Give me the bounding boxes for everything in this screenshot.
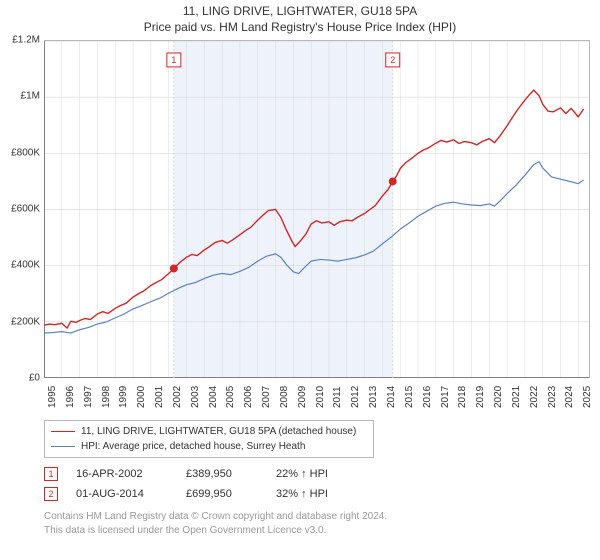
footer-line2: This data is licensed under the Open Gov… bbox=[44, 524, 600, 538]
x-tick-label: 2001 bbox=[154, 386, 165, 408]
x-tick-label: 2017 bbox=[440, 386, 451, 408]
y-tick-label: £400K bbox=[11, 260, 40, 271]
sale-row: 1 16-APR-2002£389,95022% ↑ HPI bbox=[44, 464, 600, 484]
x-tick-label: 2008 bbox=[279, 386, 290, 408]
y-tick-label: £1.2M bbox=[12, 35, 40, 46]
plot-svg: 12 bbox=[44, 41, 589, 378]
y-tick-label: £1M bbox=[21, 91, 40, 102]
x-tick-label: 2006 bbox=[243, 386, 254, 408]
x-tick-label: 2003 bbox=[190, 386, 201, 408]
x-tick-label: 2022 bbox=[529, 386, 540, 408]
y-tick-label: £200K bbox=[11, 316, 40, 327]
legend: 11, LING DRIVE, LIGHTWATER, GU18 5PA (de… bbox=[44, 420, 374, 458]
legend-label: 11, LING DRIVE, LIGHTWATER, GU18 5PA (de… bbox=[81, 424, 356, 439]
x-tick-label: 2014 bbox=[386, 386, 397, 408]
legend-swatch bbox=[51, 431, 75, 432]
sale-marker: 1 bbox=[44, 467, 58, 481]
x-tick-label: 1998 bbox=[101, 386, 112, 408]
sales-table: 1 16-APR-2002£389,95022% ↑ HPI 2 01-AUG-201… bbox=[44, 464, 600, 504]
x-tick-label: 2025 bbox=[582, 386, 593, 408]
x-tick-label: 2019 bbox=[475, 386, 486, 408]
sale-date: 16-APR-2002 bbox=[76, 468, 186, 480]
sale-price: £699,950 bbox=[186, 488, 276, 500]
legend-row: 11, LING DRIVE, LIGHTWATER, GU18 5PA (de… bbox=[51, 424, 367, 439]
x-tick-label: 2009 bbox=[297, 386, 308, 408]
footer-line1: Contains HM Land Registry data © Crown c… bbox=[44, 510, 600, 524]
x-tick-label: 1995 bbox=[47, 386, 58, 408]
x-tick-label: 2013 bbox=[368, 386, 379, 408]
sale-row: 2 01-AUG-2014£699,95032% ↑ HPI bbox=[44, 484, 600, 504]
sale-price: £389,950 bbox=[186, 468, 276, 480]
y-axis: £0£200K£400K£600K£800K£1M£1.2M bbox=[0, 40, 44, 378]
plot-zone: £0£200K£400K£600K£800K£1M£1.2M 12 bbox=[44, 40, 590, 378]
footer: Contains HM Land Registry data © Crown c… bbox=[44, 510, 600, 537]
x-tick-label: 2012 bbox=[350, 386, 361, 408]
x-tick-label: 2024 bbox=[564, 386, 575, 408]
x-tick-label: 2004 bbox=[208, 386, 219, 408]
x-tick-label: 1997 bbox=[83, 386, 94, 408]
x-tick-label: 2023 bbox=[547, 386, 558, 408]
x-tick-label: 2011 bbox=[332, 386, 343, 408]
svg-text:1: 1 bbox=[171, 55, 176, 65]
x-tick-label: 2002 bbox=[172, 386, 183, 408]
legend-swatch bbox=[51, 446, 75, 447]
x-tick-label: 2016 bbox=[422, 386, 433, 408]
x-tick-label: 2020 bbox=[493, 386, 504, 408]
x-tick-label: 1996 bbox=[65, 386, 76, 408]
x-tick-label: 2005 bbox=[225, 386, 236, 408]
sale-date: 01-AUG-2014 bbox=[76, 488, 186, 500]
title-block: 11, LING DRIVE, LIGHTWATER, GU18 5PA Pri… bbox=[0, 0, 600, 34]
chart-container: 11, LING DRIVE, LIGHTWATER, GU18 5PA Pri… bbox=[0, 0, 600, 537]
title-sub: Price paid vs. HM Land Registry's House … bbox=[0, 20, 600, 34]
title-main: 11, LING DRIVE, LIGHTWATER, GU18 5PA bbox=[0, 4, 600, 18]
y-tick-label: £0 bbox=[29, 373, 40, 384]
x-tick-label: 2021 bbox=[511, 386, 522, 408]
x-tick-label: 2007 bbox=[261, 386, 272, 408]
legend-label: HPI: Average price, detached house, Surr… bbox=[81, 439, 305, 454]
x-tick-label: 2015 bbox=[404, 386, 415, 408]
x-tick-label: 1999 bbox=[118, 386, 129, 408]
sale-pct: 22% ↑ HPI bbox=[276, 468, 366, 480]
x-tick-label: 2018 bbox=[457, 386, 468, 408]
sale-pct: 32% ↑ HPI bbox=[276, 488, 366, 500]
svg-text:2: 2 bbox=[390, 55, 395, 65]
x-tick-label: 2000 bbox=[136, 386, 147, 408]
y-tick-label: £800K bbox=[11, 147, 40, 158]
x-axis: 1995 1996 1997 1998 1999 2000 2001 2002 2003 2004… bbox=[44, 378, 590, 416]
y-tick-label: £600K bbox=[11, 204, 40, 215]
sale-marker: 2 bbox=[44, 487, 58, 501]
x-tick-label: 2010 bbox=[315, 386, 326, 408]
plot-inner: 12 bbox=[44, 40, 590, 378]
legend-row: HPI: Average price, detached house, Surr… bbox=[51, 439, 367, 454]
